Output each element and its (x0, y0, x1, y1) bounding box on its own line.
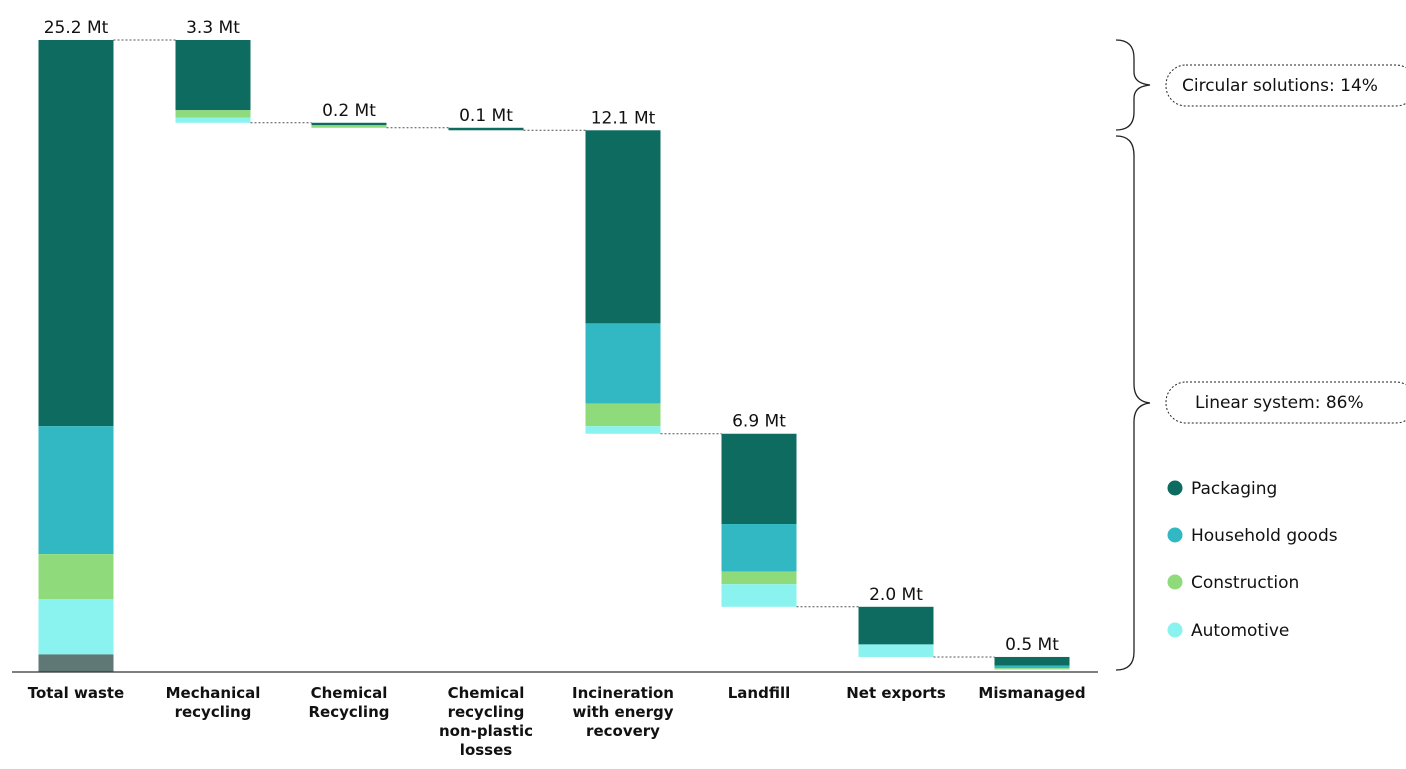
legend-label: Automotive (1191, 621, 1289, 641)
legend-label: Packaging (1191, 479, 1277, 499)
category-labels: Total waste Mechanical recycling Chemical Re… (28, 684, 1086, 759)
legend-label: Construction (1191, 573, 1299, 593)
category-label: Chemical Recycling (309, 684, 390, 721)
bar-segment-construction (38, 554, 114, 600)
bar-segment-packaging (448, 127, 524, 131)
linear-callout-box (1165, 381, 1406, 424)
value-label: 0.2 Mt (322, 101, 376, 121)
value-labels: 25.2 Mt 3.3 Mt 0.2 Mt 0.1 Mt 12.1 Mt 6.9 Mt 2.… (44, 18, 1060, 655)
bar-segment-household-goods (38, 426, 114, 555)
circular-callout-text: Circular solutions: 14% (1182, 76, 1378, 96)
bar-segment-household-goods (585, 323, 661, 404)
bar-segment-packaging (994, 656, 1070, 666)
bar-segment-automotive (858, 644, 934, 657)
bar-segment-construction (721, 571, 797, 585)
category-label: Total waste (28, 684, 124, 702)
legend-label: Household goods (1191, 526, 1338, 546)
bar-segment-automotive (585, 426, 661, 434)
bar-segment-construction (311, 125, 387, 128)
legend-swatch (1167, 574, 1183, 590)
category-label: Landfill (728, 684, 791, 702)
bar-segment-other (38, 654, 114, 672)
bar-segment-packaging (585, 130, 661, 324)
value-label: 6.9 Mt (732, 412, 786, 432)
category-label: Chemical recycling non-plastic losses (439, 684, 533, 759)
value-label: 0.5 Mt (1005, 635, 1059, 655)
legend-swatch (1167, 622, 1183, 638)
category-label: Mismanaged (978, 684, 1085, 702)
legend-swatch (1167, 480, 1183, 496)
bar-segment-household-goods (994, 665, 1070, 669)
category-label: Mechanical recycling (166, 684, 261, 721)
bar-segment-packaging (858, 606, 934, 645)
bar-segment-automotive (721, 584, 797, 607)
bar-segment-construction (585, 403, 661, 427)
bar-segment-packaging (175, 40, 251, 111)
value-label: 12.1 Mt (591, 108, 656, 128)
linear-brace (1115, 135, 1151, 671)
circular-callout-box (1165, 64, 1406, 107)
bar-segment-household-goods (721, 524, 797, 572)
linear-callout: Linear system: 86% (1165, 381, 1406, 424)
value-label: 3.3 Mt (186, 18, 240, 38)
legend: Packaging Household goods Construction Auto… (1167, 479, 1338, 641)
bar-segment-packaging (311, 122, 387, 126)
legend-swatch (1167, 527, 1183, 543)
category-label: Net exports (846, 684, 946, 702)
bar-segment-packaging (721, 433, 797, 525)
circular-brace (1115, 39, 1151, 131)
bar-segment-construction (175, 110, 251, 118)
bar-segment-packaging (38, 40, 114, 427)
circular-callout: Circular solutions: 14% (1165, 64, 1406, 107)
bar-segment-automotive (38, 599, 114, 655)
connector-lines (113, 39, 995, 658)
bar-segment-automotive (175, 117, 251, 123)
value-label: 2.0 Mt (869, 585, 923, 605)
bar-segment-construction (994, 668, 1070, 670)
value-label: 25.2 Mt (44, 18, 109, 38)
category-label: Incineration with energy recovery (572, 684, 674, 740)
bars (38, 40, 1070, 672)
linear-callout-text: Linear system: 86% (1195, 393, 1364, 413)
value-label: 0.1 Mt (459, 106, 513, 126)
